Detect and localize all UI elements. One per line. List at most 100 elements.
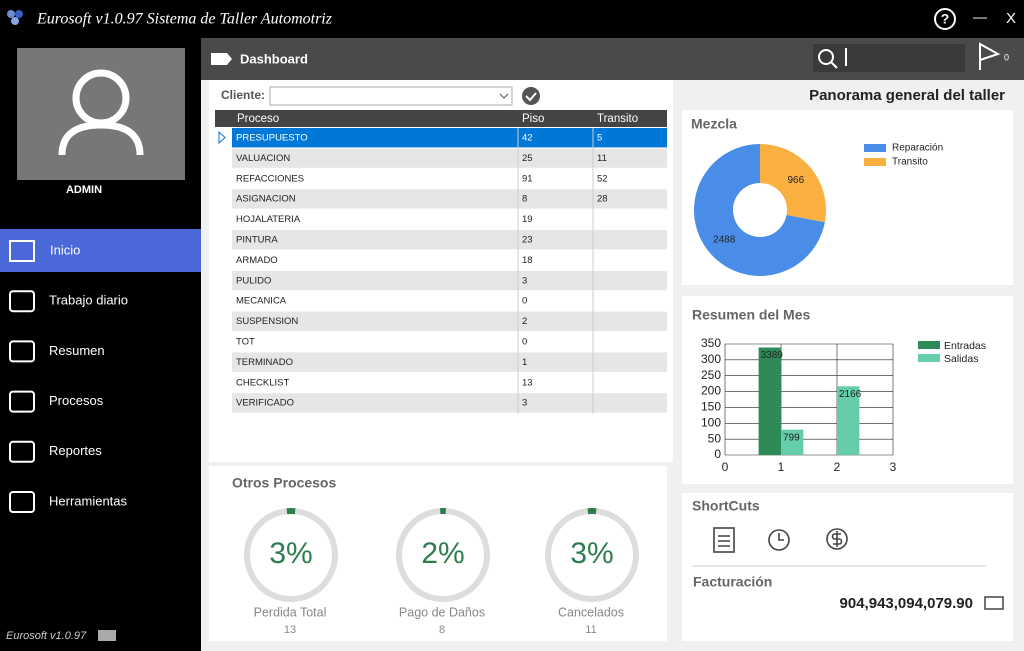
y-tick-label: 300	[701, 352, 721, 366]
table-row[interactable]	[232, 270, 667, 291]
table-cell: 2	[522, 316, 527, 327]
table-cell: PRESUPUESTO	[236, 133, 308, 144]
table-cell: 28	[597, 194, 608, 205]
close-button[interactable]: X	[1006, 10, 1016, 27]
table-cell: 18	[522, 255, 533, 266]
table-row[interactable]	[232, 230, 667, 250]
table-cell: 0	[522, 296, 527, 307]
bar	[758, 347, 781, 455]
legend-swatch	[864, 158, 886, 166]
x-tick-label: 1	[778, 460, 785, 474]
table-cell: 25	[522, 153, 533, 164]
bar-label: 2166	[839, 389, 862, 400]
menu-icon[interactable]	[9, 390, 35, 413]
facturacion-title: Facturación	[693, 574, 772, 590]
table-cell: 3	[522, 398, 527, 409]
legend-label: Entradas	[944, 340, 986, 352]
menu-item[interactable]: Procesos	[49, 393, 104, 408]
table-row[interactable]	[232, 332, 667, 352]
gauge-name: Pago de Daños	[399, 605, 485, 619]
table-cell: REFACCIONES	[236, 173, 304, 184]
search-icon[interactable]	[818, 48, 847, 69]
menu-icon[interactable]	[9, 491, 35, 513]
table-header	[215, 110, 667, 127]
table-cell: 8	[522, 194, 527, 205]
table-cell: MECANICA	[236, 296, 287, 307]
table-row[interactable]	[232, 128, 667, 148]
table-row[interactable]	[232, 291, 667, 311]
pie-slice	[694, 144, 825, 277]
table-row[interactable]	[232, 311, 667, 331]
shortcut-icons[interactable]	[713, 527, 848, 553]
table-row[interactable]	[232, 372, 667, 393]
cliente-label: Cliente:	[221, 88, 265, 102]
legend-label: Reparación	[892, 143, 943, 154]
table-cell: 91	[522, 173, 533, 184]
confirm-button[interactable]	[522, 87, 540, 105]
menu-icon[interactable]	[9, 440, 35, 463]
menu-icon[interactable]	[9, 290, 35, 313]
logo	[7, 10, 23, 25]
menu-icon[interactable]	[9, 340, 35, 363]
table-cell: SUSPENSION	[236, 316, 298, 327]
minimize-button[interactable]: —	[973, 9, 987, 25]
app-title: Eurosoft v1.0.97 Sistema de Taller Autom…	[36, 11, 333, 28]
gauge-count: 13	[284, 624, 296, 636]
legend-label: Transito	[892, 157, 928, 168]
row-indicator	[218, 130, 226, 145]
menu-item[interactable]: Trabajo diario	[49, 293, 128, 308]
facturacion-amount: 904,943,094,079.90	[840, 595, 973, 612]
table-cell: 11	[597, 153, 607, 164]
menu-item[interactable]: Reportes	[49, 443, 102, 458]
shortcuts-title: ShortCuts	[692, 498, 760, 514]
search-box[interactable]	[813, 44, 965, 72]
table-row[interactable]	[232, 250, 667, 270]
header-title: Dashboard	[240, 51, 308, 66]
gauge-count: 8	[439, 624, 445, 636]
bar	[837, 386, 860, 455]
menu-icon[interactable]	[9, 240, 35, 262]
table-row[interactable]	[232, 189, 667, 209]
title-bar	[0, 0, 1024, 38]
slice-label: 966	[787, 175, 804, 186]
table-row[interactable]	[232, 168, 667, 189]
table-cell: VERIFICADO	[236, 398, 294, 409]
help-button[interactable]	[934, 8, 956, 30]
help-label[interactable]: ?	[941, 11, 950, 27]
cash-icon[interactable]	[984, 596, 1004, 610]
legend-swatch	[864, 144, 886, 152]
table-cell: TOT	[236, 337, 255, 348]
table-row[interactable]	[232, 209, 667, 229]
gauge-name: Perdida Total	[254, 605, 327, 619]
column-header: Proceso	[237, 113, 279, 125]
otros-title: Otros Procesos	[232, 475, 336, 491]
table-cell: PINTURA	[236, 235, 278, 246]
table-row[interactable]	[232, 352, 667, 372]
table-cell: 0	[522, 337, 527, 348]
pie-slice	[760, 144, 826, 223]
y-tick-label: 0	[714, 447, 721, 461]
shortcuts-panel	[682, 493, 1013, 641]
check-icon[interactable]	[525, 92, 537, 102]
flag-icon[interactable]	[979, 42, 1001, 70]
legend-swatch	[918, 341, 940, 349]
table-row[interactable]	[232, 148, 667, 168]
gauge-name: Cancelados	[558, 605, 624, 619]
menu-item[interactable]: Resumen	[49, 343, 105, 358]
table-cell: TERMINADO	[236, 357, 293, 368]
table-cell: HOJALATERIA	[236, 214, 301, 225]
avatar-icon	[58, 69, 144, 156]
tag-icon	[211, 53, 232, 65]
slice-label: 2488	[713, 234, 736, 245]
table-cell: ASIGNACION	[236, 194, 296, 205]
combo-arrow[interactable]	[499, 93, 509, 99]
cliente-combobox[interactable]	[269, 86, 513, 106]
menu-item[interactable]: Inicio	[50, 242, 80, 257]
menu-item[interactable]: Herramientas	[49, 493, 128, 508]
legend-label: Salidas	[944, 353, 978, 365]
y-tick-label: 50	[708, 431, 722, 445]
table-row[interactable]	[232, 393, 667, 413]
y-tick-label: 200	[701, 384, 721, 398]
mail-icon[interactable]	[98, 630, 116, 641]
